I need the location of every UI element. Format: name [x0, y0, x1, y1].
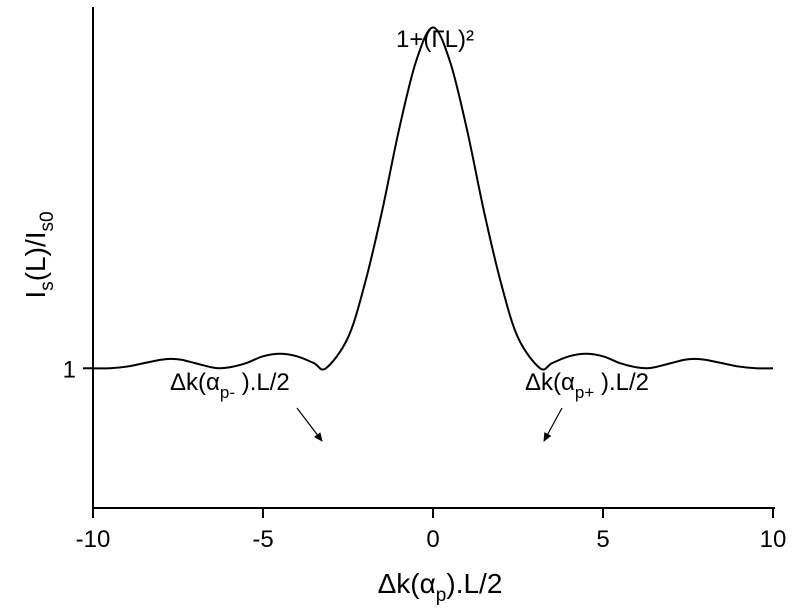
y-tick-label: 1 — [63, 356, 76, 383]
annotation-right-main: Δk(α — [525, 369, 575, 396]
x-axis-title-sub: p — [436, 585, 447, 606]
series-line — [92, 26, 774, 371]
annotation-left-tail: ).L/2 — [235, 369, 290, 396]
x-axis-title: Δk(αp).L/2 — [378, 568, 503, 606]
annotation-right-arrow — [543, 407, 563, 442]
annotation-left: Δk(αp- ).L/2 — [170, 369, 290, 402]
annotation-right: Δk(αp+ ).L/2 — [525, 369, 649, 402]
x-tick-label: 5 — [596, 526, 609, 553]
annotation-left-sub: p- — [220, 383, 235, 402]
y-axis-title-mid: (L)/I — [20, 232, 51, 282]
x-axis-title-tail: ).L/2 — [446, 568, 502, 599]
x-axis-title-main: Δk(α — [378, 568, 436, 599]
annotation-left-arrow — [296, 407, 323, 442]
annotation-right-sub: p+ — [575, 383, 594, 402]
y-axis-title: Is(L)/Is0 — [20, 211, 58, 298]
x-tick-label: 0 — [426, 526, 439, 553]
x-ticks: -10 -5 0 5 10 — [76, 508, 787, 553]
y-axis-title-sub2: s0 — [37, 211, 58, 231]
y-ticks: 1 — [63, 356, 93, 383]
x-tick-label: -10 — [76, 526, 111, 553]
x-tick-label: 10 — [760, 526, 787, 553]
y-axis-title-sub1: s — [37, 281, 58, 291]
annotation-right-tail: ).L/2 — [594, 369, 649, 396]
x-tick-label: -5 — [252, 526, 273, 553]
peak-label: 1+(ΓL)² — [396, 26, 474, 53]
annotation-left-main: Δk(α — [170, 369, 220, 396]
y-axis-title-i1: I — [20, 291, 51, 299]
